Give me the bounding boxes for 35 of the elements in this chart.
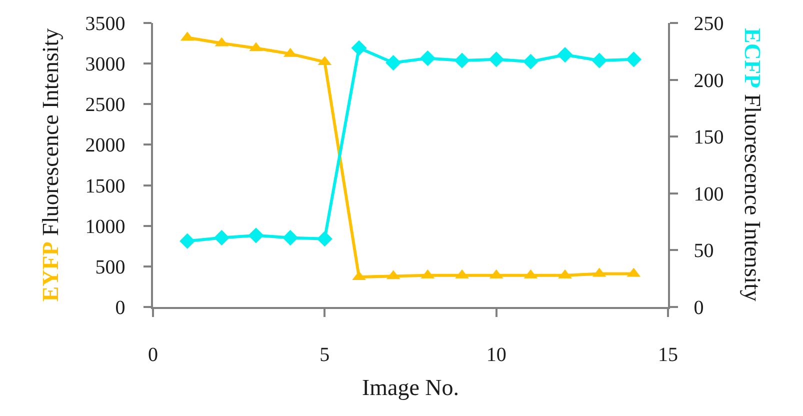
point — [488, 52, 504, 68]
y2-tick-label: 0 — [694, 297, 704, 319]
y2-tick-label: 200 — [694, 70, 724, 92]
point — [282, 230, 298, 246]
x-axis-title: Image No. — [362, 374, 460, 400]
point — [592, 52, 608, 68]
point — [248, 228, 264, 244]
point — [180, 233, 196, 249]
x-tick-label: 0 — [148, 344, 158, 366]
y2-tick-label: 150 — [694, 126, 724, 149]
x-tick-label: 15 — [658, 344, 678, 366]
x-tick-label: 10 — [486, 344, 506, 366]
x-tick-label: 5 — [320, 344, 330, 366]
y-tick-label: 1500 — [85, 175, 126, 198]
y-tick-label: 3000 — [85, 54, 126, 76]
point — [386, 54, 402, 71]
y-tick-label: 3500 — [85, 13, 126, 35]
y2-tick-label: 100 — [694, 183, 724, 206]
y-tick-label: 500 — [95, 256, 126, 278]
y-tick-label: 1000 — [85, 216, 126, 238]
point — [454, 52, 470, 68]
point — [351, 40, 367, 56]
point — [214, 230, 230, 246]
y-tick-label: 2500 — [85, 94, 126, 116]
point — [420, 50, 436, 66]
y-axis-title: EYFP Fluorescence Intensity — [38, 28, 64, 302]
y2-axis-title: ECFP Fluorescence Intensity — [740, 28, 765, 302]
y-tick-label: 2000 — [85, 134, 126, 157]
y2-tick-label: 250 — [694, 13, 724, 35]
point — [626, 52, 642, 68]
y2-tick-label: 50 — [694, 240, 714, 262]
point — [316, 231, 332, 247]
y-tick-label: 0 — [115, 297, 126, 319]
point — [522, 54, 538, 70]
point — [557, 47, 573, 63]
